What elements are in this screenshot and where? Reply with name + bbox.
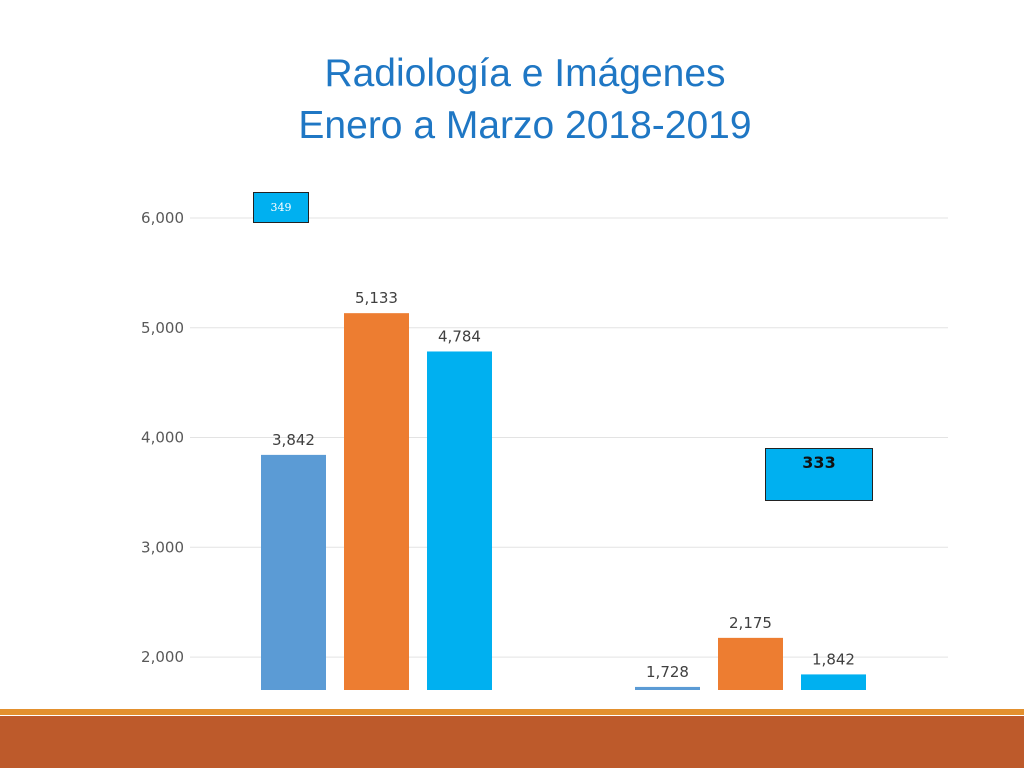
bar xyxy=(427,351,492,690)
callout-box-333: 333 xyxy=(765,448,873,501)
bar-data-label: 1,842 xyxy=(812,650,855,668)
y-tick-label: 6,000 xyxy=(141,209,184,227)
bar xyxy=(635,686,700,690)
footer-accent-line xyxy=(0,709,1024,715)
bar xyxy=(344,313,409,690)
bars xyxy=(261,313,866,690)
data-labels: 3,842 1,728 5,133 2,175 4,784 1,842 xyxy=(272,289,855,681)
bar-data-label: 2,175 xyxy=(729,614,772,632)
footer-band xyxy=(0,716,1024,768)
y-axis: 2,000 3,000 4,000 5,000 6,000 xyxy=(141,209,184,666)
bar xyxy=(261,454,326,690)
title-line-2: Enero a Marzo 2018-2019 xyxy=(298,104,752,147)
bar xyxy=(718,637,783,690)
bar xyxy=(801,674,866,690)
title-line-1: Radiología e Imágenes xyxy=(324,52,726,95)
callout-box-349: 349 xyxy=(253,192,309,223)
y-tick-label: 4,000 xyxy=(141,429,184,447)
y-tick-label: 2,000 xyxy=(141,648,184,666)
y-tick-label: 5,000 xyxy=(141,319,184,337)
bar-data-label: 4,784 xyxy=(438,327,481,345)
bar-data-label: 1,728 xyxy=(646,663,689,681)
y-tick-label: 3,000 xyxy=(141,538,184,556)
chart-title: Radiología e Imágenes Enero a Marzo 2018… xyxy=(0,48,1024,152)
bar-data-label: 5,133 xyxy=(355,289,398,307)
bar-data-label: 3,842 xyxy=(272,431,315,449)
